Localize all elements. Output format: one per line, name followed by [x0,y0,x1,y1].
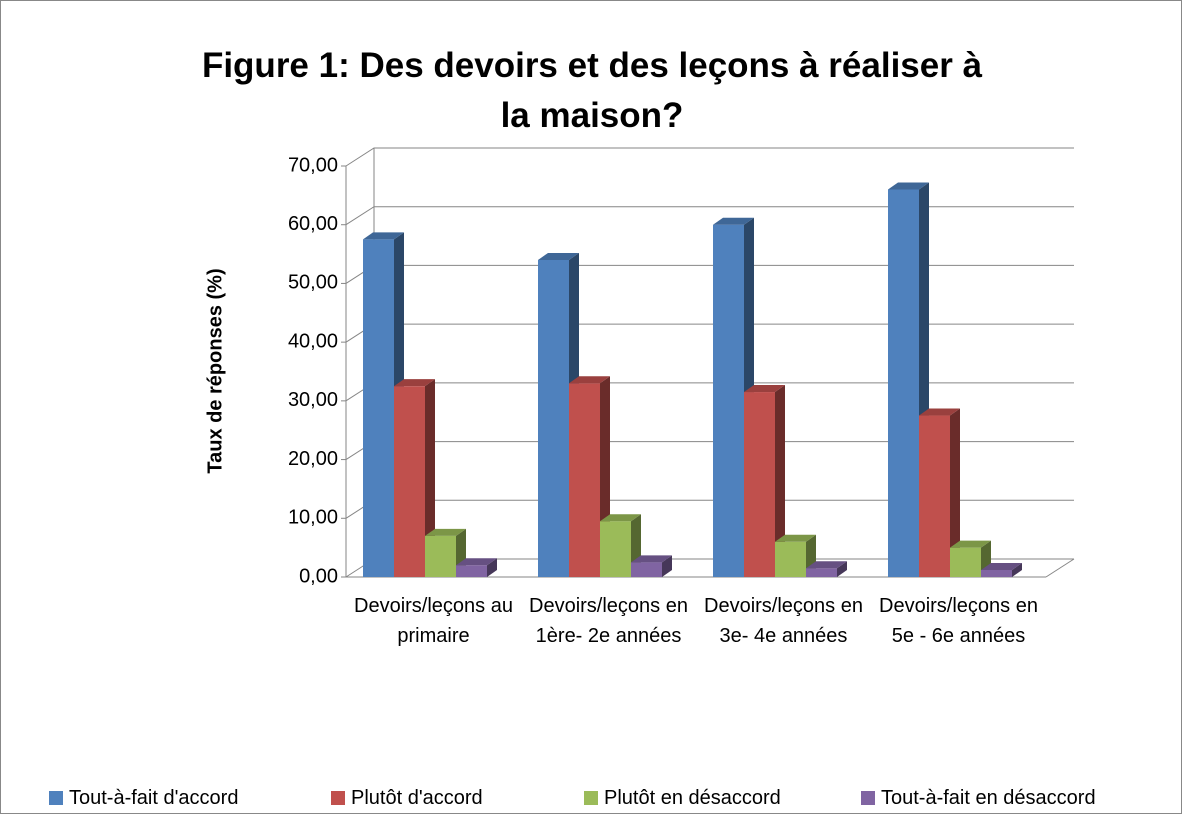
bar [600,521,631,577]
bar [775,541,806,577]
bar-top [919,408,960,416]
bar [394,386,425,577]
legend-swatch [584,791,598,805]
bar-side [662,555,672,577]
bar [888,189,919,577]
legend-swatch [49,791,63,805]
grid-line [345,264,1074,284]
bar-top [950,540,991,548]
bar [569,383,600,577]
y-tick-label: 30,00 [288,389,338,411]
bar-top [538,252,579,260]
bar [538,259,569,577]
bar-side [950,408,960,577]
bar [981,569,1012,577]
bar [425,535,456,577]
y-tick-label: 0,00 [299,565,338,587]
bar-top [981,562,1022,570]
grid-line [345,441,1074,460]
y-axis-label: Taux de réponses (%) [204,268,226,473]
legend-label: Plutôt en désaccord [604,787,781,809]
bar-top [456,558,497,566]
legend-item: Plutôt d'accord [331,786,483,810]
grid-line [345,147,1074,167]
legend-swatch [331,791,345,805]
grid-line [345,382,1074,402]
bar-top [775,534,816,542]
grid-line [345,206,1074,226]
y-tick-label: 60,00 [288,213,338,235]
bar [744,392,775,577]
floor-right [1045,558,1075,578]
legend-label: Tout-à-fait d'accord [69,787,239,809]
x-tick-label: Devoirs/leçons en 1ère- 2e années [529,595,688,647]
bar [806,568,837,577]
bar [713,224,744,577]
legend-label: Plutôt d'accord [351,787,483,809]
bar-top [888,182,929,190]
bar-top [806,561,847,569]
bar-top [744,385,785,393]
bar-top [713,217,754,225]
legend-item: Tout-à-fait d'accord [49,786,238,810]
y-tick-label: 40,00 [288,330,338,352]
legend-item: Plutôt en désaccord [584,786,781,810]
bar-top [363,232,404,240]
legend-item: Tout-à-fait en désaccord [861,786,1096,810]
bar [363,239,394,577]
grid-line [345,499,1074,519]
bar [456,565,487,577]
bar-top [394,379,435,387]
x-tick-label: Devoirs/leçons en 5e - 6e années [879,595,1038,647]
bar-side [425,379,435,577]
legend-swatch [861,791,875,805]
bar-top [569,376,610,384]
y-tick-label: 20,00 [288,448,338,470]
bar-top [425,528,466,536]
bar-top [631,555,672,563]
bar-side [837,561,847,577]
bar-top [600,514,641,522]
legend-label: Tout-à-fait en désaccord [881,787,1096,809]
bar [950,547,981,577]
bar-side [1012,562,1022,577]
bar-side [775,385,785,577]
x-tick-label: Devoirs/leçons au primaire [354,595,513,647]
y-tick-label: 50,00 [288,272,338,294]
bar [631,562,662,577]
bar [919,415,950,577]
chart-title: Figure 1: Des devoirs et des leçons à ré… [201,46,983,135]
y-tick-label: 70,00 [288,154,338,176]
y-tick-label: 10,00 [288,507,338,529]
grid-line [345,323,1074,343]
bar-side [487,558,497,577]
x-tick-label: Devoirs/leçons en 3e- 4e années [704,595,863,647]
